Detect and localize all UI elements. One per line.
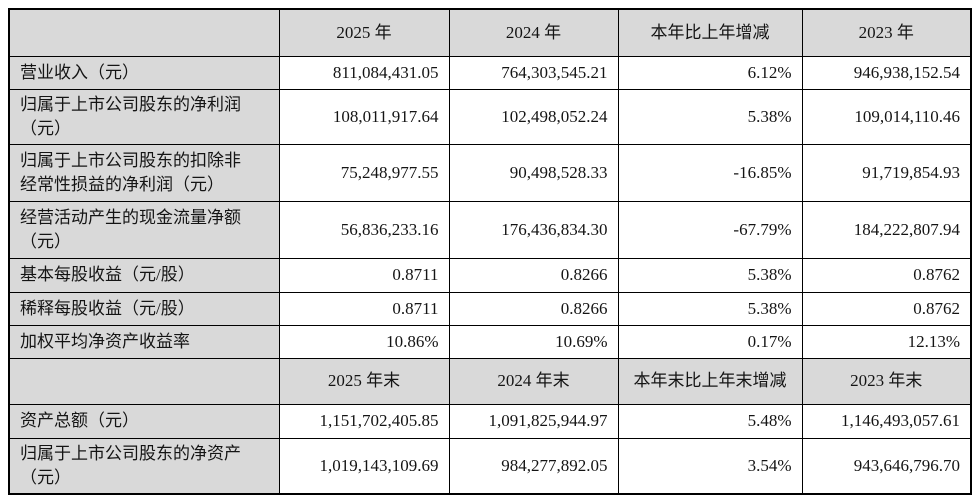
corner-cell [8,357,280,405]
value-2024: 90,498,528.33 [448,143,619,202]
value-2025: 0.8711 [278,257,450,293]
value-2025: 56,836,233.16 [278,200,450,259]
row-basic-eps: 基本每股收益（元/股） 0.8711 0.8266 5.38% 0.8762 [8,257,972,293]
row-net-profit-excl-nonrecurring: 归属于上市公司股东的扣除非经常性损益的净利润（元） 75,248,977.55 … [8,143,972,202]
value-change: 5.38% [617,291,803,326]
value-change: 0.17% [617,324,803,359]
row-label: 稀释每股收益（元/股） [8,291,280,326]
value-2025: 1,019,143,109.69 [278,437,450,495]
row-diluted-eps: 稀释每股收益（元/股） 0.8711 0.8266 5.38% 0.8762 [8,291,972,326]
value-2025: 811,084,431.05 [278,55,450,90]
row-label: 经营活动产生的现金流量净额（元） [8,200,280,259]
value-2025: 75,248,977.55 [278,143,450,202]
value-2023: 943,646,796.70 [801,437,972,495]
value-2023: 0.8762 [801,257,972,293]
row-label: 归属于上市公司股东的净资产（元） [8,437,280,495]
annual-header-row: 2025 年 2024 年 本年比上年增减 2023 年 [8,8,972,57]
header-2023: 2023 年 [801,8,972,57]
period-end-header-row: 2025 年末 2024 年末 本年末比上年末增减 2023 年末 [8,357,972,405]
header-yoy-change: 本年比上年增减 [617,8,803,57]
key-financials-table: 2025 年 2024 年 本年比上年增减 2023 年 营业收入（元） 811… [8,8,972,495]
value-change: 5.38% [617,257,803,293]
row-label: 加权平均净资产收益率 [8,324,280,359]
value-change: 5.38% [617,88,803,145]
value-2025: 1,151,702,405.85 [278,403,450,439]
header-2024-end: 2024 年末 [448,357,619,405]
header-2025-end: 2025 年末 [278,357,450,405]
value-2023: 184,222,807.94 [801,200,972,259]
value-2025: 0.8711 [278,291,450,326]
value-change: 5.48% [617,403,803,439]
value-2024: 984,277,892.05 [448,437,619,495]
row-net-profit: 归属于上市公司股东的净利润（元） 108,011,917.64 102,498,… [8,88,972,145]
row-label: 归属于上市公司股东的净利润（元） [8,88,280,145]
value-2024: 764,303,545.21 [448,55,619,90]
value-change: -16.85% [617,143,803,202]
header-end-yoy-change: 本年末比上年末增减 [617,357,803,405]
header-2025: 2025 年 [278,8,450,57]
value-2023: 0.8762 [801,291,972,326]
row-operating-revenue: 营业收入（元） 811,084,431.05 764,303,545.21 6.… [8,55,972,90]
value-2023: 1,146,493,057.61 [801,403,972,439]
header-2024: 2024 年 [448,8,619,57]
value-change: 3.54% [617,437,803,495]
value-2024: 176,436,834.30 [448,200,619,259]
value-2023: 12.13% [801,324,972,359]
row-net-assets: 归属于上市公司股东的净资产（元） 1,019,143,109.69 984,27… [8,437,972,495]
row-label: 归属于上市公司股东的扣除非经常性损益的净利润（元） [8,143,280,202]
value-2024: 1,091,825,944.97 [448,403,619,439]
value-2024: 0.8266 [448,257,619,293]
row-label: 资产总额（元） [8,403,280,439]
value-change: 6.12% [617,55,803,90]
row-label: 营业收入（元） [8,55,280,90]
value-2024: 10.69% [448,324,619,359]
header-2023-end: 2023 年末 [801,357,972,405]
row-label: 基本每股收益（元/股） [8,257,280,293]
value-2023: 91,719,854.93 [801,143,972,202]
row-operating-cash-flow: 经营活动产生的现金流量净额（元） 56,836,233.16 176,436,8… [8,200,972,259]
row-total-assets: 资产总额（元） 1,151,702,405.85 1,091,825,944.9… [8,403,972,439]
value-2025: 108,011,917.64 [278,88,450,145]
value-2023: 946,938,152.54 [801,55,972,90]
corner-cell [8,8,280,57]
value-2023: 109,014,110.46 [801,88,972,145]
value-change: -67.79% [617,200,803,259]
value-2024: 102,498,052.24 [448,88,619,145]
value-2025: 10.86% [278,324,450,359]
row-weighted-avg-roe: 加权平均净资产收益率 10.86% 10.69% 0.17% 12.13% [8,324,972,359]
value-2024: 0.8266 [448,291,619,326]
